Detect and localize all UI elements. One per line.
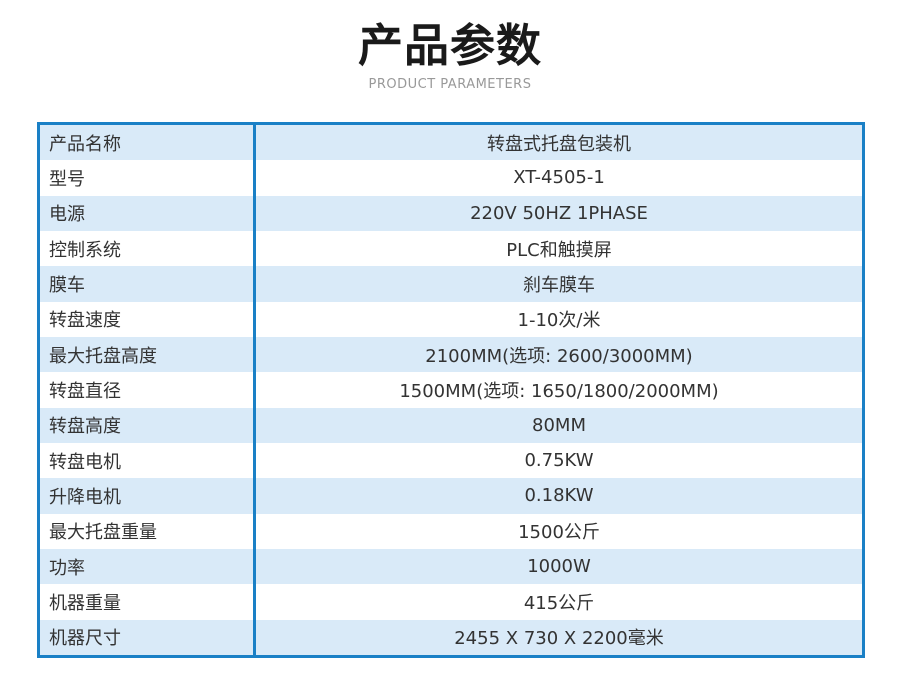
param-value: 1500公斤 — [518, 522, 600, 544]
param-label: 机器尺寸 — [40, 619, 256, 655]
param-label: 最大托盘高度 — [40, 336, 256, 373]
spec-table: 产品名称 转盘式托盘包装机 型号 XT-4505-1 电源 220V 50HZ … — [37, 122, 865, 658]
param-label: 转盘直径 — [40, 372, 256, 408]
table-row: 电源 220V 50HZ 1PHASE — [40, 195, 862, 231]
table-row: 转盘速度 1-10次/米 — [40, 301, 862, 337]
page-title: 产品参数 — [357, 19, 542, 72]
param-value: 220V 50HZ 1PHASE — [470, 202, 648, 224]
page-subtitle: PRODUCT PARAMETERS — [368, 76, 532, 92]
param-value: 1500MM(选项: 1650/1800/2000MM) — [399, 380, 719, 402]
param-value: 1-10次/米 — [517, 310, 601, 332]
table-row: 控制系统 PLC和触摸屏 — [40, 230, 862, 267]
param-label: 膜车 — [40, 266, 256, 302]
table-row: 转盘直径 1500MM(选项: 1650/1800/2000MM) — [40, 372, 862, 408]
table-row: 最大托盘高度 2100MM(选项: 2600/3000MM) — [40, 336, 862, 373]
param-value: XT-4505-1 — [513, 167, 605, 189]
param-value: 415公斤 — [523, 592, 595, 614]
param-value: 80MM — [532, 414, 586, 436]
table-row: 机器尺寸 2455 X 730 X 2200毫米 — [40, 619, 862, 655]
param-label: 产品名称 — [40, 125, 256, 161]
param-label: 升降电机 — [40, 478, 256, 514]
table-row: 产品名称 转盘式托盘包装机 — [40, 125, 862, 161]
header: 产品参数 PRODUCT PARAMETERS — [0, 0, 900, 92]
param-value: 刹车膜车 — [523, 274, 595, 296]
param-label: 功率 — [40, 548, 256, 585]
param-label: 电源 — [40, 195, 256, 231]
param-label: 转盘速度 — [40, 301, 256, 337]
table-row: 膜车 刹车膜车 — [40, 266, 862, 302]
table-row: 型号 XT-4505-1 — [40, 160, 862, 196]
param-label: 最大托盘重量 — [40, 513, 256, 549]
table-row: 转盘电机 0.75KW — [40, 442, 862, 479]
param-value: 0.75KW — [524, 450, 594, 472]
param-label: 控制系统 — [40, 230, 256, 267]
table-row: 功率 1000W — [40, 548, 862, 585]
param-label: 转盘高度 — [40, 407, 256, 443]
table-row: 机器重量 415公斤 — [40, 584, 862, 620]
param-label: 机器重量 — [40, 584, 256, 620]
table-row: 升降电机 0.18KW — [40, 478, 862, 514]
param-label: 型号 — [40, 160, 256, 196]
param-value: 1000W — [527, 556, 591, 578]
param-value: 2100MM(选项: 2600/3000MM) — [425, 345, 693, 367]
param-value: PLC和触摸屏 — [506, 239, 612, 261]
param-value: 转盘式托盘包装机 — [487, 133, 631, 155]
param-value: 2455 X 730 X 2200毫米 — [454, 628, 664, 650]
param-value: 0.18KW — [524, 485, 594, 507]
table-row: 最大托盘重量 1500公斤 — [40, 513, 862, 549]
table-row: 转盘高度 80MM — [40, 407, 862, 443]
param-label: 转盘电机 — [40, 442, 256, 479]
